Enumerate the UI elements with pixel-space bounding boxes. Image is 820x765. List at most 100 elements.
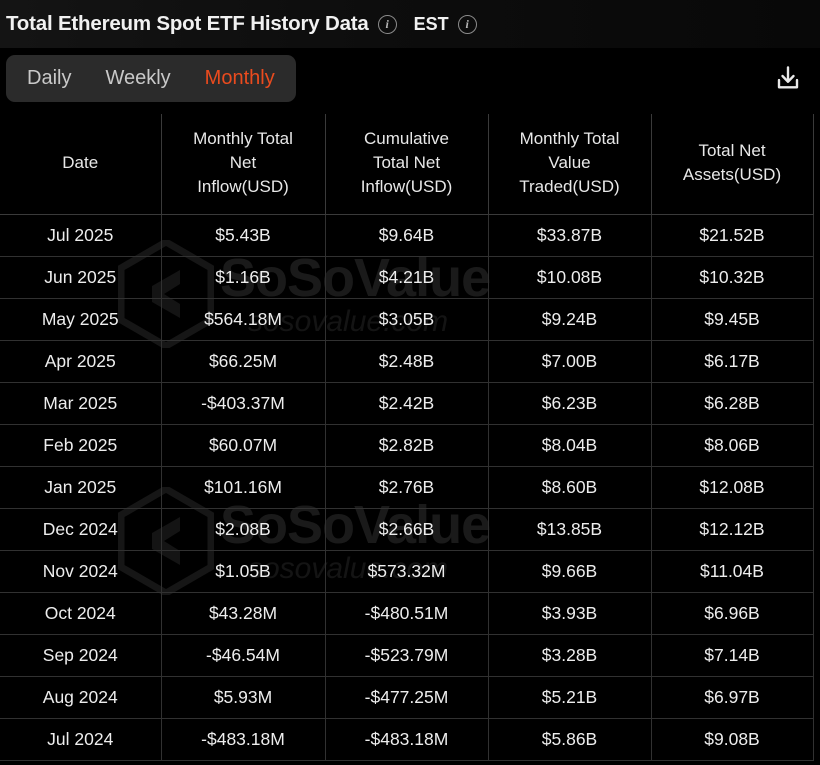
cell-value-traded: $9.24B [488,298,652,341]
cell-net-inflow: $5.93M [161,676,326,719]
cell-value-traded: $10.08B [488,256,652,299]
cell-value-traded: $6.23B [488,382,652,425]
table-row[interactable]: Jun 2025 $1.16B $4.21B $10.08B $10.32B [0,256,814,299]
table-row[interactable]: Aug 2024 $5.93M -$477.25M $5.21B $6.97B [0,676,814,719]
header-line: Assets(USD) [682,164,782,184]
cell-net-inflow: $101.16M [161,466,326,509]
header-line: Date [62,152,99,172]
table-row[interactable]: Jul 2024 -$483.18M -$483.18M $5.86B $9.08B [0,718,814,761]
table-row[interactable]: Apr 2025 $66.25M $2.48B $7.00B $6.17B [0,340,814,383]
cell-cumulative: $9.64B [325,214,489,257]
column-header-monthly-value-traded[interactable]: Monthly Total Value Traded(USD) [488,114,652,215]
header-line: Value [548,152,591,172]
cell-net-assets: $6.17B [651,340,814,383]
header-line: Inflow(USD) [197,176,289,196]
cell-date: Apr 2025 [0,340,162,383]
cell-date: Mar 2025 [0,382,162,425]
cell-date: Jul 2025 [0,214,162,257]
cell-value-traded: $9.66B [488,550,652,593]
cell-cumulative: $3.05B [325,298,489,341]
header-line: Inflow(USD) [360,176,453,196]
cell-value-traded: $8.04B [488,424,652,467]
cell-date: Oct 2024 [0,592,162,635]
column-header-cumulative-net-inflow[interactable]: Cumulative Total Net Inflow(USD) [325,114,489,215]
column-header-date[interactable]: Date [0,114,162,215]
cell-value-traded: $7.00B [488,340,652,383]
cell-net-assets: $7.14B [651,634,814,677]
cell-net-assets: $8.06B [651,424,814,467]
cell-value-traded: $33.87B [488,214,652,257]
cell-date: Jul 2024 [0,718,162,761]
table-row[interactable]: Jul 2025 $5.43B $9.64B $33.87B $21.52B [0,214,814,257]
cell-date: Nov 2024 [0,550,162,593]
etf-history-table-container: Date Monthly Total Net Inflow(USD) Cumul… [0,114,814,761]
download-button[interactable] [770,60,806,96]
table-body: Jul 2025 $5.43B $9.64B $33.87B $21.52B Jun 20… [0,214,814,761]
timezone-info-icon[interactable]: i [457,14,477,34]
table-row[interactable]: May 2025 $564.18M $3.05B $9.24B $9.45B [0,298,814,341]
page-header: Total Ethereum Spot ETF History Data i E… [0,0,820,48]
timezone-label: EST [413,13,449,34]
table-row[interactable]: Jan 2025 $101.16M $2.76B $8.60B $12.08B [0,466,814,509]
cell-net-assets: $21.52B [651,214,814,257]
cell-value-traded: $3.93B [488,592,652,635]
cell-net-inflow: $60.07M [161,424,326,467]
table-row[interactable]: Feb 2025 $60.07M $2.82B $8.04B $8.06B [0,424,814,467]
cell-cumulative: $2.76B [325,466,489,509]
column-header-monthly-net-inflow[interactable]: Monthly Total Net Inflow(USD) [161,114,326,215]
cell-net-assets: $12.08B [651,466,814,509]
cell-cumulative: -$477.25M [325,676,489,719]
cell-net-inflow: $43.28M [161,592,326,635]
cell-net-assets: $6.28B [651,382,814,425]
tab-daily[interactable]: Daily [27,67,72,89]
cell-net-assets: $9.08B [651,718,814,761]
cell-net-assets: $6.96B [651,592,814,635]
cell-net-inflow: -$483.18M [161,718,326,761]
cell-date: Feb 2025 [0,424,162,467]
header-line: Traded(USD) [519,176,620,196]
cell-cumulative: -$480.51M [325,592,489,635]
title-info-icon[interactable]: i [377,14,397,34]
cell-date: Jun 2025 [0,256,162,299]
cell-net-assets: $11.04B [651,550,814,593]
cell-net-inflow: -$403.37M [161,382,326,425]
table-header: Date Monthly Total Net Inflow(USD) Cumul… [0,114,814,215]
cell-cumulative: -$483.18M [325,718,489,761]
cell-net-inflow: $1.16B [161,256,326,299]
cell-net-assets: $12.12B [651,508,814,551]
cell-value-traded: $3.28B [488,634,652,677]
cell-value-traded: $5.86B [488,718,652,761]
cell-date: Dec 2024 [0,508,162,551]
header-line: Total Net [372,152,441,172]
cell-cumulative: $573.32M [325,550,489,593]
cell-net-assets: $9.45B [651,298,814,341]
table-row[interactable]: Nov 2024 $1.05B $573.32M $9.66B $11.04B [0,550,814,593]
table-row[interactable]: Sep 2024 -$46.54M -$523.79M $3.28B $7.14B [0,634,814,677]
column-header-total-net-assets[interactable]: Total Net Assets(USD) [651,114,814,215]
cell-net-inflow: $564.18M [161,298,326,341]
cell-cumulative: -$523.79M [325,634,489,677]
table-row[interactable]: Oct 2024 $43.28M -$480.51M $3.93B $6.96B [0,592,814,635]
cell-cumulative: $2.82B [325,424,489,467]
cell-date: Aug 2024 [0,676,162,719]
cell-value-traded: $8.60B [488,466,652,509]
cell-net-inflow: $5.43B [161,214,326,257]
cell-cumulative: $2.48B [325,340,489,383]
cell-net-inflow: -$46.54M [161,634,326,677]
header-line: Net [229,152,257,172]
download-icon [777,66,799,89]
cell-value-traded: $5.21B [488,676,652,719]
cell-cumulative: $2.66B [325,508,489,551]
header-line: Monthly Total [193,128,293,148]
cell-net-inflow: $2.08B [161,508,326,551]
header-line: Total Net [698,140,766,160]
page-title: Total Ethereum Spot ETF History Data [6,12,369,35]
cell-net-assets: $10.32B [651,256,814,299]
tab-weekly[interactable]: Weekly [105,67,171,89]
table-row[interactable]: Mar 2025 -$403.37M $2.42B $6.23B $6.28B [0,382,814,425]
table-row[interactable]: Dec 2024 $2.08B $2.66B $13.85B $12.12B [0,508,814,551]
cell-date: Jan 2025 [0,466,162,509]
etf-history-table: Date Monthly Total Net Inflow(USD) Cumul… [0,114,814,761]
tab-monthly[interactable]: Monthly [204,67,275,89]
